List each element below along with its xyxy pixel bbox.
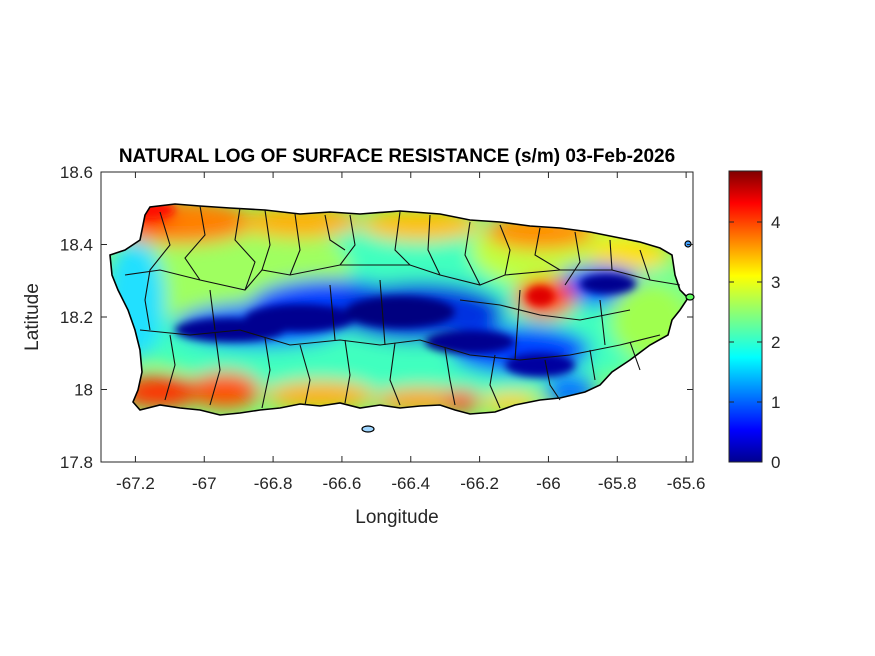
colorbar	[728, 170, 763, 463]
x-tick-label: -65.8	[598, 474, 637, 493]
y-tick-label: 18.4	[60, 236, 93, 255]
x-tick-label: -66	[536, 474, 561, 493]
x-tick-label: -67	[192, 474, 217, 493]
y-axis-label: Latitude	[22, 283, 43, 351]
colorbar-tick-label: 0	[771, 453, 780, 472]
x-axis-label: Longitude	[355, 507, 438, 528]
y-tick-label: 18.6	[60, 163, 93, 182]
x-tick-label: -66.4	[391, 474, 430, 493]
colorbar-tick-label: 2	[771, 333, 780, 352]
y-axis-ticks: 17.8 18 18.2 18.4 18.6	[60, 163, 693, 472]
y-tick-label: 18	[74, 381, 93, 400]
colorbar-tick-label: 1	[771, 393, 780, 412]
islets	[361, 240, 695, 433]
x-tick-label: -66.6	[323, 474, 362, 493]
municipal-boundaries	[124, 205, 681, 409]
x-tick-label: -66.8	[254, 474, 293, 493]
chart-title: NATURAL LOG OF SURFACE RESISTANCE (s/m) …	[119, 146, 675, 167]
colorbar-tick-label: 4	[771, 213, 780, 232]
y-tick-label: 17.8	[60, 453, 93, 472]
colorbar-ticks: 0 1 2 3 4	[729, 213, 780, 472]
coastline	[109, 203, 690, 416]
x-tick-label: -66.2	[460, 474, 499, 493]
x-tick-label: -65.6	[667, 474, 706, 493]
colorbar-tick-label: 3	[771, 273, 780, 292]
x-tick-label: -67.2	[116, 474, 155, 493]
x-axis-ticks: -67.2 -67 -66.8 -66.6 -66.4 -66.2 -66 -65.8 -65.…	[116, 172, 705, 493]
heatmap-field	[110, 204, 688, 415]
y-tick-label: 18.2	[60, 308, 93, 327]
